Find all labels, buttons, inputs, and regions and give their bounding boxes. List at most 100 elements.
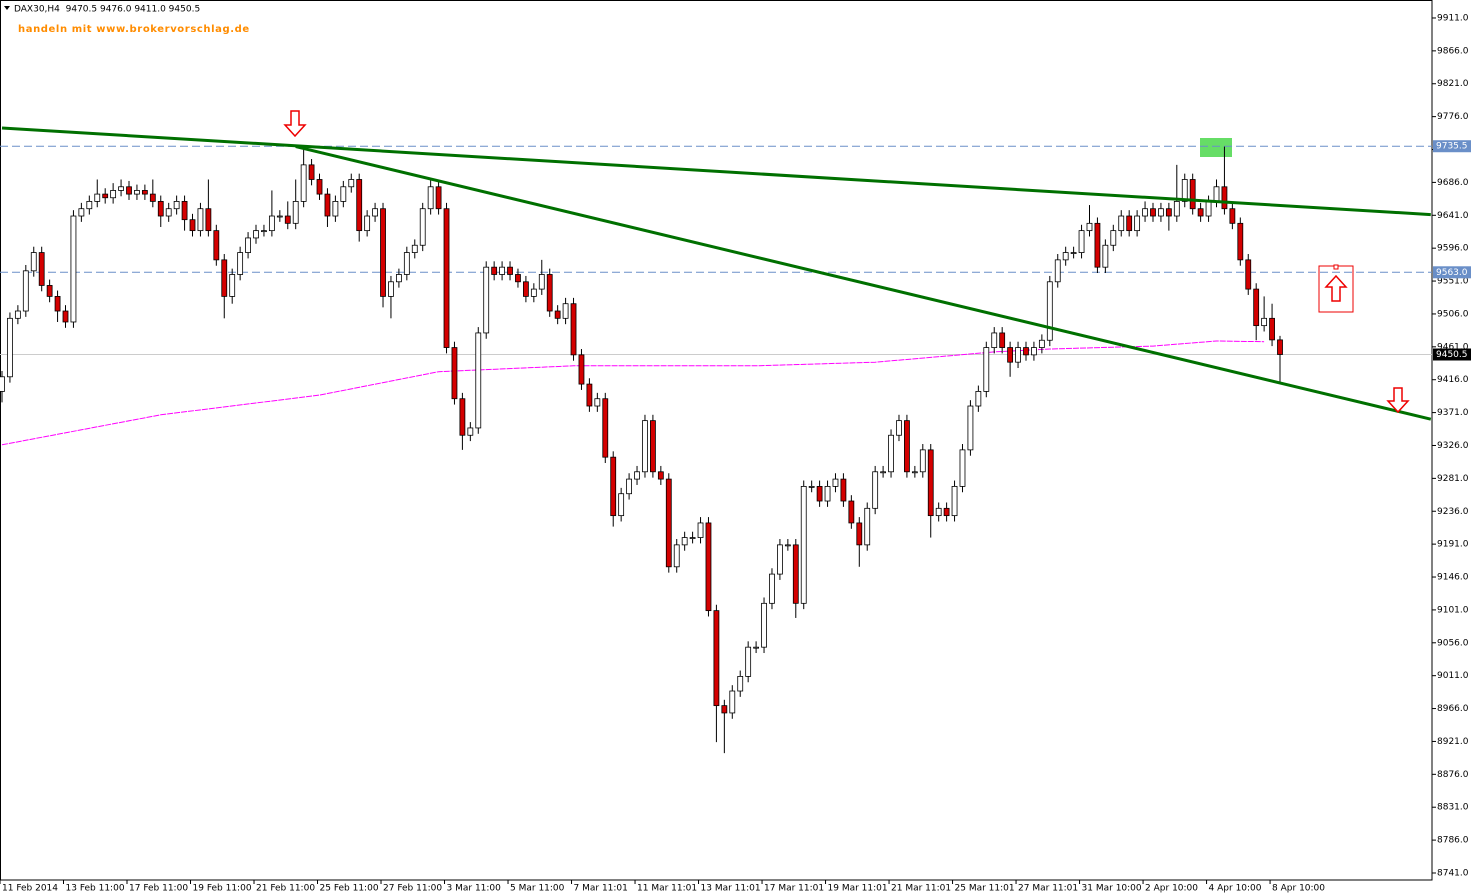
candle-body <box>38 252 45 286</box>
price-tag <box>1433 140 1471 153</box>
moving-average <box>1 340 1265 446</box>
candle-body <box>237 252 244 275</box>
x-tick-label: 3 Mar 11:00 <box>447 884 502 894</box>
y-tick-label: 9146.0 <box>1437 573 1469 583</box>
x-tick-label: 4 Apr 10:00 <box>1209 884 1262 894</box>
candle-body <box>1118 215 1125 232</box>
candle-body <box>388 281 394 297</box>
candle-body <box>229 274 236 297</box>
candle-body <box>1086 222 1093 232</box>
watermark: handeln mit www.brokervorschlag.de <box>18 24 250 35</box>
candle-body <box>1189 179 1196 210</box>
candle-body <box>681 537 688 546</box>
candle-body <box>975 391 982 407</box>
candle-body <box>1038 339 1045 348</box>
candle-body <box>70 215 77 323</box>
candle-body <box>792 544 799 604</box>
candle-body <box>181 201 188 221</box>
candle-body <box>189 219 196 232</box>
candle-body <box>118 186 124 191</box>
candle-body <box>737 676 744 692</box>
candle-body <box>824 486 831 502</box>
highlight-box <box>1200 138 1232 157</box>
arrow-down <box>283 110 307 138</box>
candle-body <box>54 296 61 312</box>
arrow-anchor <box>1333 264 1339 270</box>
candle-body <box>888 434 894 473</box>
x-tick-label: 11 Mar 11:01 <box>637 884 697 894</box>
candle-body <box>459 398 466 436</box>
candle-body <box>745 646 752 677</box>
candle-body <box>1181 179 1188 202</box>
candle-body <box>205 208 212 232</box>
candle-body <box>1110 230 1117 246</box>
y-tick-label: 9596.0 <box>1437 244 1469 254</box>
candle-body <box>483 266 490 334</box>
candle-body <box>769 573 775 604</box>
candle-body <box>1269 317 1275 341</box>
candle-body <box>284 215 291 224</box>
candle-body <box>927 449 934 517</box>
candle-body <box>689 537 696 539</box>
y-tick-label: 9911.0 <box>1437 13 1469 23</box>
price-tag-label: 9735.5 <box>1436 142 1468 152</box>
x-tick-label: 13 Feb 11:00 <box>66 884 125 894</box>
candle-body <box>705 522 712 612</box>
candle-body <box>642 420 648 473</box>
x-tick-label: 25 Feb 11:00 <box>320 884 379 894</box>
candle-body <box>1213 186 1220 202</box>
candle-body <box>213 230 220 261</box>
candle-body <box>253 230 259 239</box>
candle-body <box>610 456 617 517</box>
candle-body <box>951 486 958 517</box>
candle-body <box>157 201 164 217</box>
candle-body <box>94 193 101 202</box>
price-tag <box>1433 348 1471 361</box>
trendline <box>1 126 1431 217</box>
candle-body <box>634 471 640 480</box>
candle-body <box>935 507 942 517</box>
candle-body <box>1134 215 1141 232</box>
candle-body <box>1007 347 1014 363</box>
candle-body <box>721 705 728 714</box>
y-tick-label: 9326.0 <box>1437 441 1469 451</box>
candle-body <box>467 427 474 436</box>
candle-body <box>221 259 228 297</box>
candle-body <box>840 478 847 502</box>
y-tick-label: 9056.0 <box>1437 638 1469 648</box>
candle-body <box>1126 215 1133 232</box>
candle-body <box>777 544 783 575</box>
candle-body <box>665 478 672 568</box>
candle-body <box>149 193 156 202</box>
candle-body <box>308 164 315 180</box>
candle-body <box>22 270 29 312</box>
x-tick-label: 19 Mar 11:01 <box>828 884 888 894</box>
candle-body <box>276 215 283 218</box>
candle-body <box>427 186 434 210</box>
candle-body <box>1031 347 1037 356</box>
candle-body <box>1205 201 1212 217</box>
candle-body <box>141 190 148 195</box>
x-tick-label: 7 Mar 11:01 <box>574 884 628 894</box>
candle-body <box>86 201 93 210</box>
candle-body <box>904 420 910 473</box>
candle-body <box>673 544 680 568</box>
candle-body <box>435 186 442 210</box>
candle-body <box>523 281 529 297</box>
candle-body <box>538 274 545 290</box>
y-tick-label: 9866.0 <box>1437 46 1469 56</box>
x-tick-label: 27 Mar 11:01 <box>1018 884 1078 894</box>
candle-body <box>0 376 5 392</box>
y-tick-label: 8786.0 <box>1437 836 1469 846</box>
chart-header: DAX30,H4 9470.5 9476.0 9411.0 9450.5 <box>14 5 200 15</box>
y-tick-label: 9191.0 <box>1437 540 1469 550</box>
candle-body <box>1229 208 1236 224</box>
candle-body <box>419 208 426 246</box>
trendline <box>295 145 1432 421</box>
candle-body <box>713 610 720 707</box>
candle-body <box>348 179 355 188</box>
candle-body <box>395 274 402 283</box>
candle-body <box>62 310 69 323</box>
candle-body <box>657 471 664 480</box>
